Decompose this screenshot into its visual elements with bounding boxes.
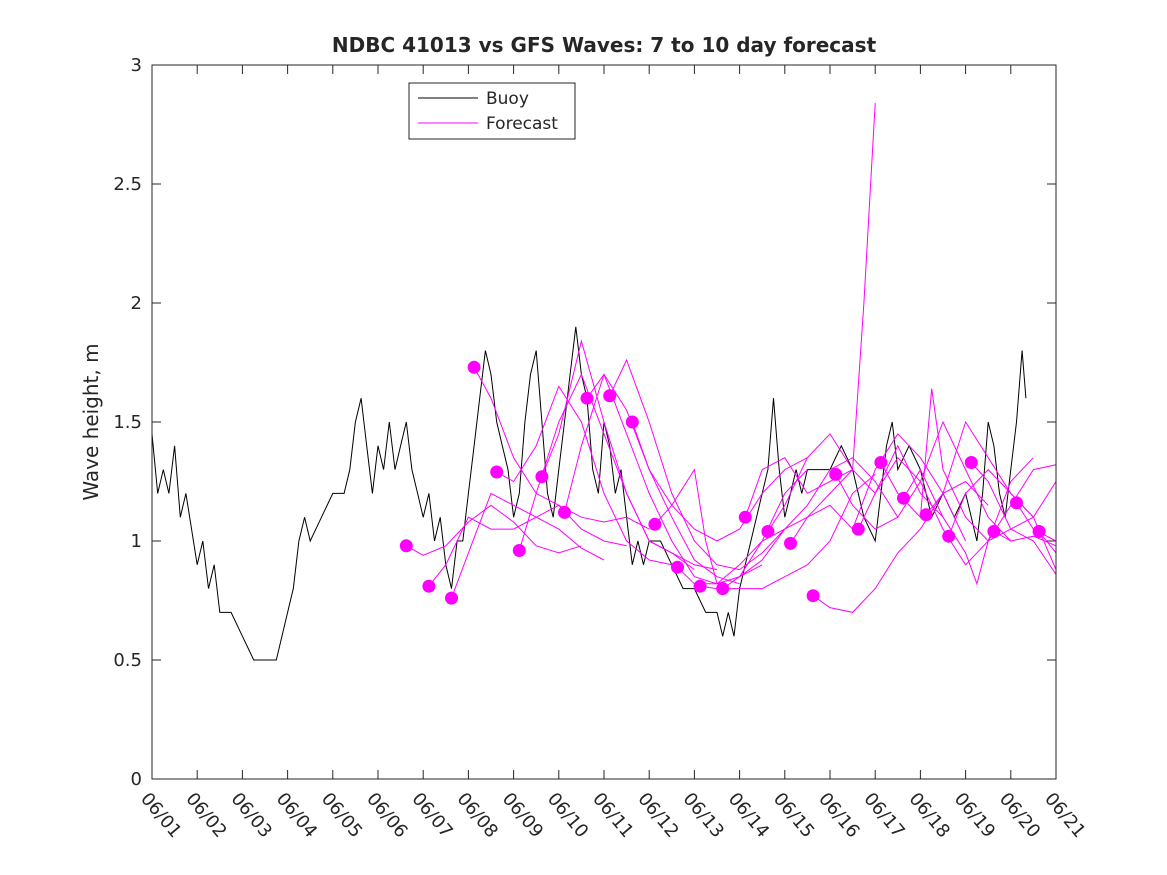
forecast-series-line — [609, 358, 786, 571]
legend: Buoy Forecast — [408, 82, 576, 140]
forecast-series-line — [631, 421, 808, 542]
legend-label-buoy: Buoy — [486, 89, 529, 109]
forecast-series-line — [790, 433, 967, 544]
y-tick-label: 2 — [131, 293, 142, 314]
forecast-start-marker — [693, 579, 707, 593]
buoy-series-line — [151, 326, 1027, 661]
forecast-start-marker — [874, 456, 888, 469]
y-tick-label: 3 — [131, 55, 142, 76]
forecast-start-marker — [738, 510, 752, 524]
forecast-start-marker — [784, 536, 797, 550]
forecast-start-marker — [399, 539, 413, 553]
legend-label-forecast: Forecast — [486, 114, 558, 134]
forecast-start-marker — [761, 525, 775, 538]
forecast-start-marker — [829, 467, 843, 481]
forecast-series-line — [767, 433, 944, 532]
forecast-start-marker — [603, 389, 617, 403]
forecast-start-marker — [671, 560, 684, 574]
forecast-start-marker — [897, 491, 910, 505]
forecast-start-marker — [535, 470, 549, 484]
forecast-series-line — [812, 480, 989, 613]
forecast-series-line — [993, 531, 1057, 547]
forecast-start-marker — [490, 465, 504, 479]
forecast-series-line — [857, 456, 1034, 566]
forecast-start-marker — [580, 391, 594, 405]
forecast-start-marker — [942, 529, 956, 543]
forecast-series-line — [541, 339, 718, 571]
forecast-start-marker — [512, 544, 526, 557]
y-tick-label: 0.5 — [113, 650, 142, 671]
legend-box — [408, 82, 576, 140]
forecast-start-marker — [716, 582, 730, 596]
forecast-series-line — [970, 462, 1057, 575]
forecast-start-marker — [851, 522, 865, 536]
forecast-series-line — [406, 504, 582, 556]
y-tick-label: 0 — [131, 769, 142, 790]
forecast-start-marker — [1010, 496, 1023, 510]
forecast-start-marker — [467, 360, 481, 374]
forecast-series-line — [744, 103, 876, 518]
forecast-start-markers — [399, 360, 1046, 605]
forecast-series-line — [722, 457, 899, 590]
forecast-series-line — [903, 464, 1057, 586]
forecast-series-line — [428, 516, 605, 587]
y-axis-label: Wave height, m — [79, 343, 103, 500]
y-tick-label: 1.5 — [113, 412, 142, 433]
forecast-series-line — [451, 492, 627, 599]
forecast-start-marker — [445, 591, 458, 605]
forecast-start-marker — [422, 579, 436, 593]
forecast-start-marker — [806, 589, 820, 603]
y-tick-label: 1 — [131, 531, 142, 552]
forecast-series-line — [496, 385, 672, 566]
forecast-series-line — [948, 468, 1057, 537]
forecast-series-line — [473, 367, 650, 530]
forecast-start-marker — [625, 415, 639, 429]
y-tick-label: 2.5 — [113, 174, 142, 195]
forecast-start-marker — [987, 525, 1001, 538]
forecast-start-marker — [964, 456, 978, 469]
data-layer — [151, 103, 1057, 661]
chart-title: NDBC 41013 vs GFS Waves: 7 to 10 day for… — [332, 33, 877, 57]
forecast-start-marker — [558, 505, 571, 519]
forecast-start-marker — [1032, 525, 1046, 538]
plot-frame — [151, 64, 1057, 780]
forecast-start-marker — [919, 508, 933, 522]
forecast-start-marker — [648, 517, 662, 531]
